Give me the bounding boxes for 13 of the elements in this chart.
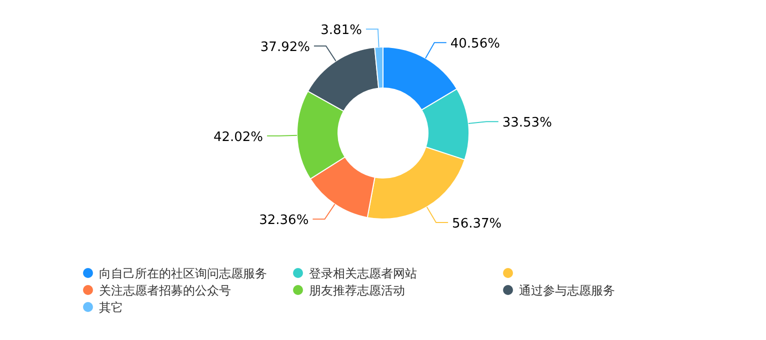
- data-label: 37.92%: [260, 40, 310, 56]
- legend-label: 关注志愿者招募的公众号: [99, 284, 231, 298]
- data-label: 56.37%: [452, 216, 502, 232]
- data-label: 33.53%: [502, 116, 552, 131]
- legend-label: 其它: [99, 300, 123, 314]
- legend-label: 向自己所在的社区询问志愿服务: [99, 266, 267, 280]
- data-label: 42.02%: [213, 130, 264, 145]
- data-label: 32.36%: [259, 213, 309, 228]
- data-label: 40.56%: [450, 36, 500, 52]
- data-label: 3.81%: [320, 23, 362, 38]
- legend-label: 通过参与志愿服务: [519, 284, 615, 298]
- legend-label: 登录相关志愿者网站: [309, 266, 417, 280]
- legend-label: 朋友推荐志愿活动: [309, 284, 405, 298]
